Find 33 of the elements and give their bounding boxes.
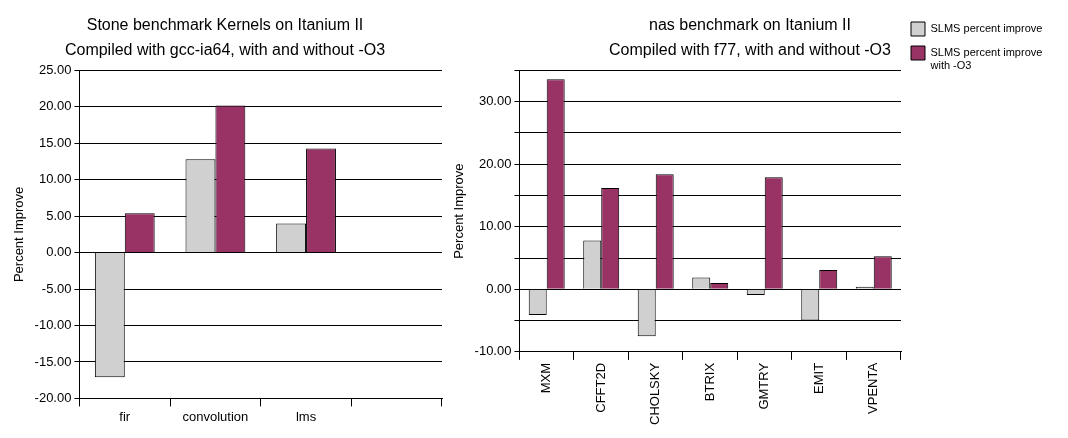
x-tick-label: EMIT: [810, 362, 826, 394]
y-tick-label: 25.00: [38, 61, 72, 77]
x-tick-label: GMTRY: [756, 362, 772, 410]
y-tick-label: 0.00: [46, 244, 72, 260]
x-tick-label: BTRIX: [701, 362, 717, 402]
x-tick-label: lms: [295, 408, 317, 424]
y-tick-label: -20.00: [34, 389, 72, 405]
y-tick-label: 20.00: [38, 98, 72, 114]
x-tick-label: CFFT2D: [592, 362, 608, 413]
y-tick-label: 5.00: [46, 207, 72, 223]
y-tick-label: 10.00: [478, 218, 512, 234]
x-tick-label: CHOLSKY: [647, 362, 663, 426]
y-axis-title: Percent Improve: [11, 186, 27, 283]
y-tick-label: -10.00: [34, 317, 72, 333]
chart-subtitle: Compiled with f77, with and without -O3: [609, 41, 892, 59]
legend-label: SLMS percent improve with -O3: [929, 46, 1043, 72]
y-tick-label: -5.00: [41, 280, 72, 296]
x-tick-label: MXM: [538, 362, 554, 394]
legend-label: SLMS percent improve: [930, 22, 1043, 35]
chart-title: Stone benchmark Kernels on Itanium II: [86, 16, 364, 34]
x-tick-label: fir: [119, 408, 131, 424]
y-tick-label: 0.00: [486, 280, 512, 296]
y-tick-label: -15.00: [34, 353, 72, 369]
chart-title: nas benchmark on Itanium II: [649, 16, 851, 34]
chart-subtitle: Compiled with gcc-ia64, with and without -O3: [64, 41, 386, 59]
x-tick-label: convolution: [182, 408, 249, 424]
y-tick-label: 15.00: [38, 134, 72, 150]
y-tick-label: -10.00: [474, 343, 512, 359]
y-tick-label: 30.00: [478, 93, 512, 109]
y-axis-title: Percent Improve: [451, 163, 467, 259]
y-tick-label: 20.00: [478, 155, 512, 171]
x-tick-label: VPENTA: [865, 362, 881, 414]
y-tick-label: 10.00: [38, 171, 72, 187]
